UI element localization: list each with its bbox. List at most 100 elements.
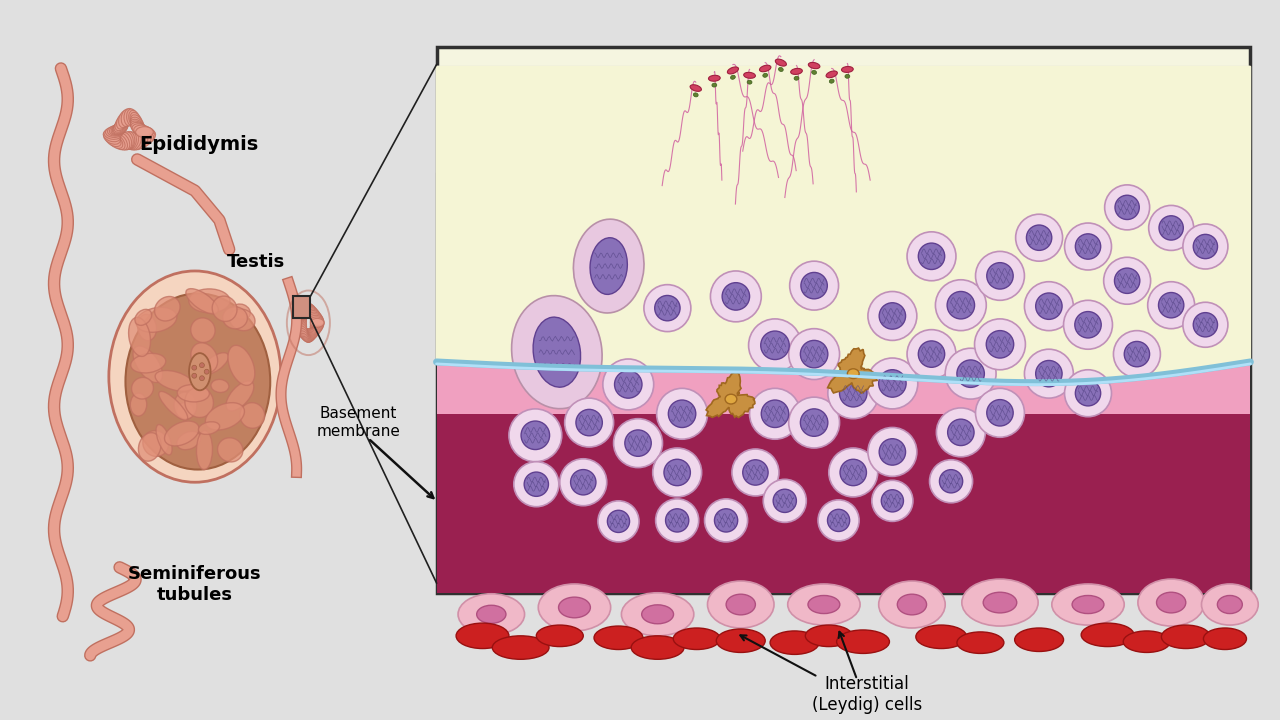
Ellipse shape	[590, 238, 627, 294]
Ellipse shape	[131, 122, 147, 135]
Ellipse shape	[184, 387, 214, 418]
Ellipse shape	[205, 402, 244, 430]
Ellipse shape	[666, 509, 689, 532]
Ellipse shape	[303, 328, 312, 342]
Ellipse shape	[908, 330, 956, 379]
Ellipse shape	[108, 135, 123, 148]
Ellipse shape	[868, 428, 916, 477]
Ellipse shape	[114, 117, 128, 132]
Ellipse shape	[929, 460, 973, 503]
Ellipse shape	[778, 68, 783, 71]
Ellipse shape	[308, 307, 319, 319]
Ellipse shape	[306, 304, 315, 317]
Ellipse shape	[1138, 579, 1204, 626]
Ellipse shape	[947, 292, 974, 319]
Ellipse shape	[717, 629, 765, 652]
Ellipse shape	[293, 314, 307, 323]
Ellipse shape	[1036, 293, 1062, 320]
Ellipse shape	[104, 128, 122, 140]
Ellipse shape	[571, 469, 596, 495]
Ellipse shape	[293, 317, 306, 325]
Ellipse shape	[310, 318, 324, 327]
Ellipse shape	[724, 395, 737, 404]
Text: Basement
membrane: Basement membrane	[316, 406, 401, 438]
Ellipse shape	[872, 480, 913, 521]
Ellipse shape	[576, 410, 603, 436]
Polygon shape	[436, 66, 1251, 382]
Ellipse shape	[302, 304, 311, 317]
Ellipse shape	[641, 605, 673, 624]
Ellipse shape	[131, 120, 146, 133]
Ellipse shape	[310, 310, 323, 321]
Ellipse shape	[655, 499, 699, 542]
Ellipse shape	[122, 109, 132, 127]
Ellipse shape	[1115, 268, 1139, 294]
Ellipse shape	[298, 305, 308, 318]
Ellipse shape	[294, 323, 307, 333]
Ellipse shape	[177, 402, 195, 420]
Ellipse shape	[845, 74, 850, 78]
Ellipse shape	[1203, 628, 1247, 649]
Ellipse shape	[908, 232, 956, 281]
Ellipse shape	[128, 318, 151, 356]
Ellipse shape	[787, 584, 860, 625]
Ellipse shape	[308, 327, 319, 339]
Ellipse shape	[131, 114, 143, 131]
Ellipse shape	[805, 625, 852, 647]
Ellipse shape	[156, 425, 172, 455]
Ellipse shape	[794, 76, 799, 80]
Ellipse shape	[211, 379, 229, 392]
Ellipse shape	[1024, 349, 1074, 398]
Ellipse shape	[800, 409, 828, 436]
Ellipse shape	[188, 289, 230, 312]
Ellipse shape	[975, 388, 1024, 437]
Ellipse shape	[124, 132, 134, 149]
Ellipse shape	[657, 388, 708, 439]
Ellipse shape	[127, 109, 137, 127]
Ellipse shape	[1064, 300, 1112, 349]
Ellipse shape	[138, 130, 156, 142]
Ellipse shape	[608, 510, 630, 533]
Ellipse shape	[302, 328, 311, 342]
Ellipse shape	[310, 323, 324, 332]
Ellipse shape	[1075, 381, 1101, 406]
Circle shape	[205, 369, 209, 374]
Ellipse shape	[1158, 292, 1184, 318]
Ellipse shape	[298, 328, 308, 340]
Ellipse shape	[653, 448, 701, 497]
Ellipse shape	[987, 263, 1014, 289]
Ellipse shape	[1114, 330, 1161, 377]
Bar	[436, 47, 1251, 593]
Ellipse shape	[594, 626, 643, 649]
Ellipse shape	[1217, 595, 1243, 613]
Ellipse shape	[788, 328, 840, 379]
Ellipse shape	[1065, 223, 1111, 270]
Ellipse shape	[1157, 593, 1185, 613]
Ellipse shape	[1183, 302, 1228, 347]
Ellipse shape	[1193, 312, 1217, 337]
Ellipse shape	[710, 271, 762, 322]
Ellipse shape	[961, 579, 1038, 626]
Ellipse shape	[305, 303, 314, 317]
Ellipse shape	[614, 371, 643, 398]
Ellipse shape	[916, 625, 966, 649]
Ellipse shape	[512, 296, 602, 409]
Ellipse shape	[159, 392, 188, 420]
Polygon shape	[436, 66, 1251, 181]
Ellipse shape	[133, 135, 147, 150]
Ellipse shape	[198, 422, 220, 434]
Ellipse shape	[310, 321, 324, 330]
Ellipse shape	[800, 341, 828, 368]
Ellipse shape	[1073, 595, 1103, 613]
Ellipse shape	[828, 448, 878, 497]
Ellipse shape	[947, 419, 974, 446]
Ellipse shape	[936, 280, 987, 330]
Ellipse shape	[310, 325, 323, 335]
Ellipse shape	[712, 83, 717, 87]
Ellipse shape	[113, 121, 128, 134]
Ellipse shape	[125, 132, 137, 149]
Ellipse shape	[1148, 282, 1194, 328]
Ellipse shape	[310, 323, 323, 333]
Ellipse shape	[136, 307, 177, 333]
Ellipse shape	[759, 66, 771, 72]
